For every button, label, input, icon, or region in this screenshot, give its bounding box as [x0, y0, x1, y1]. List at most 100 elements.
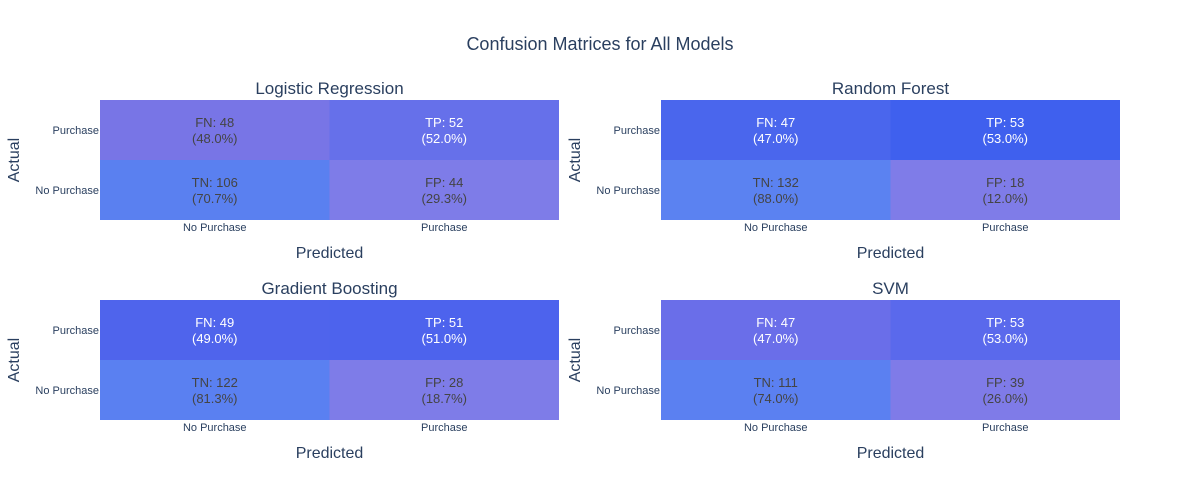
x-tick-label: Purchase: [421, 422, 467, 434]
cell-percent-label: (74.0%): [753, 391, 799, 406]
y-tick-label: No Purchase: [35, 185, 99, 197]
cell-percent-label: (52.0%): [421, 131, 467, 146]
cell-percent-label: (12.0%): [982, 191, 1028, 206]
x-axis-title: Predicted: [296, 245, 364, 262]
x-tick-label: No Purchase: [183, 222, 247, 234]
x-tick-label: Purchase: [982, 422, 1028, 434]
cell-percent-label: (49.0%): [192, 331, 238, 346]
y-axis-title: Actual: [6, 338, 23, 382]
cell-count-label: TN: 122: [192, 375, 238, 390]
x-axis-title: Predicted: [296, 445, 364, 462]
y-tick-label: Purchase: [53, 125, 99, 137]
heatmap-cell-rect: [890, 160, 1120, 220]
y-tick-label: No Purchase: [596, 385, 660, 397]
panel-title: Random Forest: [832, 79, 949, 98]
y-axis-title: Actual: [567, 338, 584, 382]
heatmap-cell: TN: 122(81.3%): [100, 360, 330, 420]
cell-percent-label: (81.3%): [192, 391, 238, 406]
cell-percent-label: (88.0%): [753, 191, 799, 206]
cell-percent-label: (18.7%): [421, 391, 467, 406]
y-axis-title: Actual: [567, 138, 584, 182]
x-tick-label: No Purchase: [744, 222, 808, 234]
heatmap-cell: FP: 18(12.0%): [890, 160, 1120, 220]
heatmap-cell: TP: 53(53.0%): [890, 300, 1120, 360]
cell-percent-label: (47.0%): [753, 131, 799, 146]
heatmap-cell-rect: [890, 360, 1120, 420]
panel-title: Gradient Boosting: [261, 279, 397, 298]
y-tick-label: No Purchase: [596, 185, 660, 197]
heatmap-cell: TP: 51(51.0%): [329, 300, 559, 360]
heatmap-cell: TP: 52(52.0%): [329, 100, 559, 160]
panel-title: SVM: [872, 279, 909, 298]
heatmap-cell: FP: 44(29.3%): [329, 160, 559, 220]
x-tick-label: Purchase: [421, 222, 467, 234]
heatmap-cell-rect: [661, 160, 891, 220]
cell-percent-label: (70.7%): [192, 191, 238, 206]
cell-count-label: TP: 53: [986, 315, 1024, 330]
heatmap-cell: FN: 49(49.0%): [100, 300, 330, 360]
heatmap-cell: TN: 111(74.0%): [661, 360, 891, 420]
cell-count-label: FP: 44: [425, 175, 463, 190]
heatmap-cell-rect: [329, 100, 559, 160]
heatmap-cell-rect: [100, 100, 330, 160]
cell-percent-label: (47.0%): [753, 331, 799, 346]
heatmap-cell: TN: 106(70.7%): [100, 160, 330, 220]
y-tick-label: Purchase: [614, 325, 660, 337]
figure-title: Confusion Matrices for All Models: [466, 34, 733, 54]
cell-count-label: TP: 53: [986, 115, 1024, 130]
cell-count-label: TN: 111: [754, 375, 798, 390]
heatmap-cell-rect: [329, 160, 559, 220]
cell-percent-label: (29.3%): [421, 191, 467, 206]
y-tick-label: Purchase: [614, 125, 660, 137]
y-tick-label: Purchase: [53, 325, 99, 337]
cell-percent-label: (51.0%): [421, 331, 467, 346]
y-axis-title: Actual: [6, 138, 23, 182]
cell-count-label: TP: 52: [425, 115, 463, 130]
heatmap-cell-rect: [661, 300, 891, 360]
heatmap-cell-rect: [329, 360, 559, 420]
heatmap-cell-rect: [100, 300, 330, 360]
cell-count-label: FP: 18: [986, 175, 1024, 190]
heatmap-cell-rect: [661, 360, 891, 420]
y-tick-label: No Purchase: [35, 385, 99, 397]
heatmap-cell: FP: 39(26.0%): [890, 360, 1120, 420]
x-axis-title: Predicted: [857, 245, 925, 262]
heatmap-cell: FP: 28(18.7%): [329, 360, 559, 420]
cell-count-label: FN: 49: [195, 315, 234, 330]
cell-count-label: FN: 47: [756, 315, 795, 330]
x-tick-label: Purchase: [982, 222, 1028, 234]
x-tick-label: No Purchase: [744, 422, 808, 434]
heatmap-cell-rect: [890, 100, 1120, 160]
heatmap-cell: FN: 47(47.0%): [661, 300, 891, 360]
cell-count-label: TP: 51: [425, 315, 463, 330]
heatmap-cell: TP: 53(53.0%): [890, 100, 1120, 160]
heatmap-cell: FN: 48(48.0%): [100, 100, 330, 160]
heatmap-cell: FN: 47(47.0%): [661, 100, 891, 160]
heatmap-cell-rect: [100, 360, 330, 420]
heatmap-cell-rect: [890, 300, 1120, 360]
x-tick-label: No Purchase: [183, 422, 247, 434]
heatmap-cell-rect: [100, 160, 330, 220]
cell-percent-label: (48.0%): [192, 131, 238, 146]
cell-count-label: FP: 28: [425, 375, 463, 390]
panel-title: Logistic Regression: [255, 79, 403, 98]
cell-count-label: TN: 106: [192, 175, 238, 190]
cell-percent-label: (53.0%): [982, 131, 1028, 146]
heatmap-cell-rect: [329, 300, 559, 360]
cell-count-label: FP: 39: [986, 375, 1024, 390]
x-axis-title: Predicted: [857, 445, 925, 462]
cell-percent-label: (26.0%): [982, 391, 1028, 406]
cell-count-label: FN: 48: [195, 115, 234, 130]
heatmap-cell: TN: 132(88.0%): [661, 160, 891, 220]
cell-count-label: TN: 132: [753, 175, 799, 190]
heatmap-cell-rect: [661, 100, 891, 160]
cell-percent-label: (53.0%): [982, 331, 1028, 346]
cell-count-label: FN: 47: [756, 115, 795, 130]
